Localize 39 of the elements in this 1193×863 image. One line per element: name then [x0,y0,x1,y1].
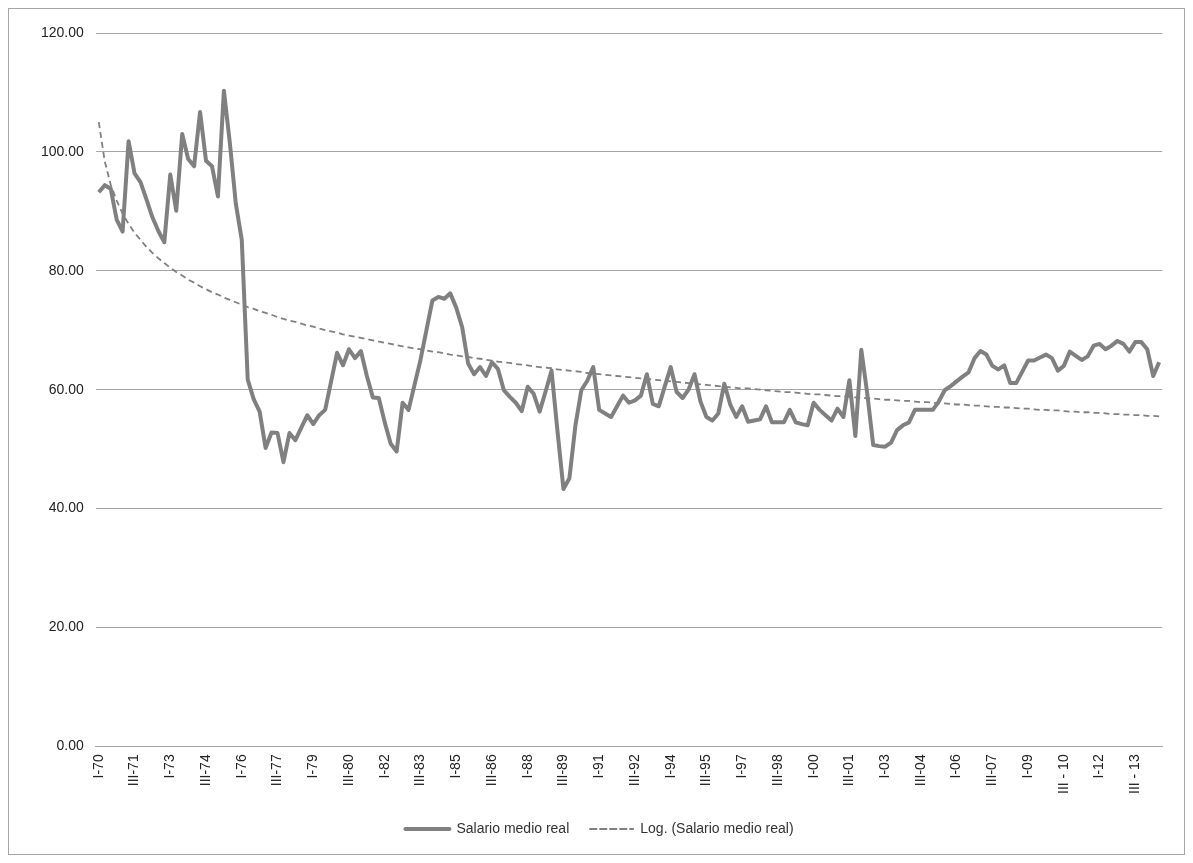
x-tick-label: III-95 [697,754,714,787]
x-tick-label: III-92 [625,754,642,787]
x-tick-label: III-89 [554,754,571,787]
x-tick-label: I-94 [661,754,678,779]
x-tick-label: I-97 [733,754,750,779]
y-tick-label: 0.00 [56,737,85,754]
x-tick-label: III-71 [125,754,142,787]
x-tick-label: I-09 [1018,754,1035,779]
x-tick-label: III-01 [840,754,857,787]
legend-label: Log. (Salario medio real) [640,819,794,836]
y-tick-label: 120.00 [40,23,85,40]
x-tick-label: I-03 [875,754,892,779]
x-tick-label: I-82 [375,754,392,779]
x-tick-label: I-12 [1090,754,1107,779]
x-tick-label: I-76 [232,754,249,779]
x-tick-label: I-91 [590,754,607,779]
x-tick-label: I-73 [161,754,178,779]
x-tick-label: III-80 [339,754,356,787]
x-tick-label: I-85 [447,754,464,779]
y-tick-label: 100.00 [40,142,85,159]
x-tick-label: III-98 [768,754,785,787]
x-tick-label: III-74 [196,754,213,787]
x-tick-label: I-79 [304,754,321,779]
x-tick-label: III-86 [482,754,499,787]
x-tick-label: III - 13 [1126,754,1143,794]
x-tick-label: I-00 [804,754,821,779]
x-tick-label: III-77 [268,754,285,787]
y-tick-label: 60.00 [48,380,85,397]
y-tick-label: 40.00 [48,499,85,516]
x-tick-label: III - 10 [1054,754,1071,794]
x-tick-label: III-83 [411,754,428,787]
x-tick-label: I-88 [518,754,535,779]
x-tick-label: III-04 [911,754,928,787]
y-tick-label: 20.00 [48,618,85,635]
x-tick-label: III-07 [983,754,1000,787]
y-tick-label: 80.00 [48,261,85,278]
legend-label: Salario medio real [456,819,570,836]
x-tick-label: I-70 [89,754,106,779]
x-tick-label: I-06 [947,754,964,779]
